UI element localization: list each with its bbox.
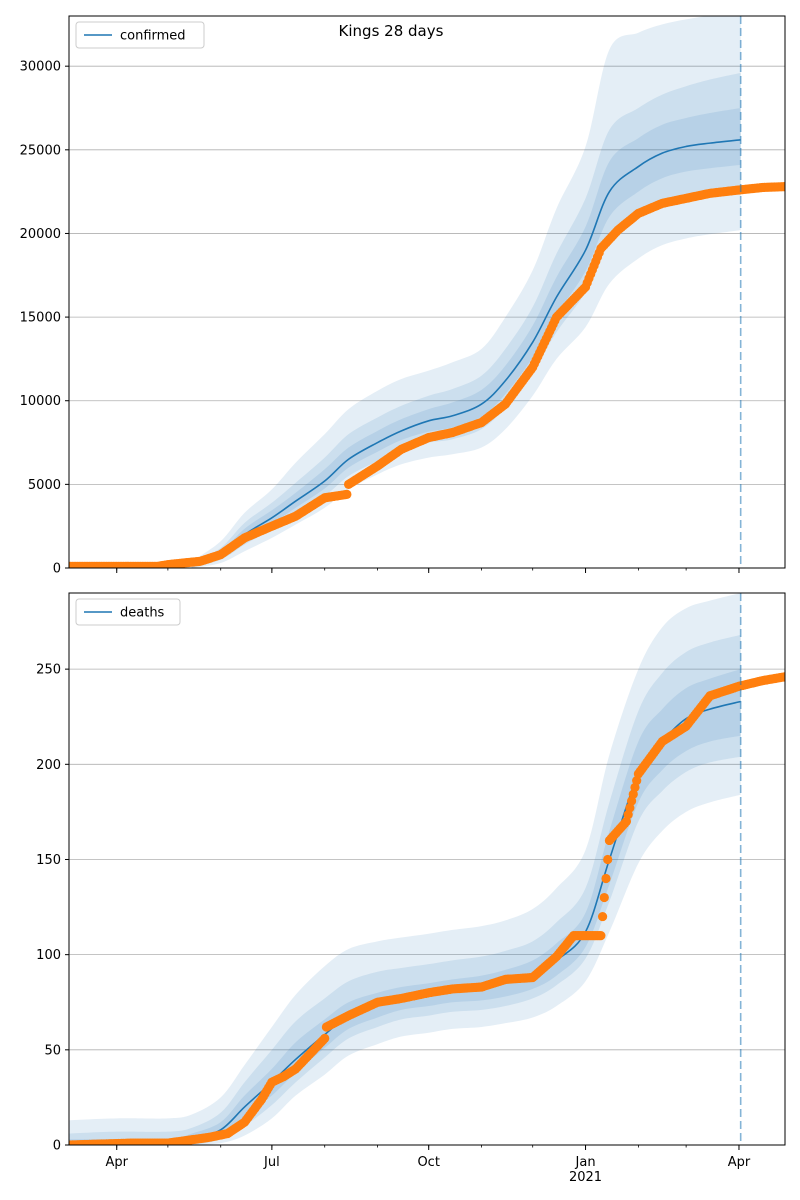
y-tick-label: 20000: [20, 227, 61, 242]
series-line-confirmed: [191, 138, 741, 567]
observed-point: [601, 873, 611, 884]
y-tick-label: 10000: [20, 394, 61, 409]
plot-area: [69, 593, 785, 1145]
chart-title: Kings 28 days: [339, 22, 444, 40]
observed-point: [780, 182, 785, 192]
observed-point: [780, 672, 785, 682]
axes-frame: [68, 592, 786, 1146]
y-tick-label: 0: [53, 1139, 61, 1154]
y-tick-label: 25000: [20, 143, 61, 158]
y-tick-label: 200: [36, 758, 61, 773]
observed-point: [342, 489, 352, 499]
observed-points: [69, 182, 785, 568]
legend: deaths: [75, 598, 181, 626]
y-tick-label: 5000: [28, 478, 61, 493]
legend-label: deaths: [120, 606, 165, 621]
legend-label: confirmed: [120, 29, 186, 44]
axes-frame: [68, 15, 786, 569]
legend-box: [75, 21, 205, 49]
x-tick-label: Oct: [417, 1155, 439, 1170]
y-tick-label: 100: [36, 948, 61, 963]
band-outer: [69, 593, 741, 1145]
legend-box: [75, 598, 181, 626]
band-inner: [69, 669, 741, 1145]
plot-area: [69, 16, 785, 568]
x-tick-label: Apr: [105, 1155, 128, 1170]
y-tick-label: 50: [44, 1043, 61, 1058]
y-tick-label: 15000: [20, 311, 61, 326]
band-inner: [191, 108, 741, 567]
y-tick-label: 250: [36, 663, 61, 678]
x-tick-label: Jan: [575, 1155, 596, 1170]
x-tick-label: Apr: [728, 1155, 751, 1170]
y-tick-label: 30000: [20, 60, 61, 75]
y-tick-label: 0: [53, 562, 61, 577]
x-tick-label: Jul: [263, 1155, 280, 1170]
legend: confirmed: [75, 21, 205, 49]
band-outer: [191, 16, 741, 568]
y-tick-label: 150: [36, 853, 61, 868]
confirmed-chart-panel: 0 5000 10000 15000 20000 25000 30000 Kings 28 d…: [20, 15, 786, 577]
observed-point: [596, 931, 606, 941]
observed-point: [599, 892, 609, 903]
observed-point: [320, 1033, 330, 1044]
observed-point: [603, 854, 613, 865]
band-middle: [191, 72, 741, 568]
observed-points: [69, 672, 785, 1145]
x-tick-label: 2021: [569, 1170, 602, 1185]
band-middle: [69, 634, 741, 1145]
observed-point: [597, 911, 608, 922]
